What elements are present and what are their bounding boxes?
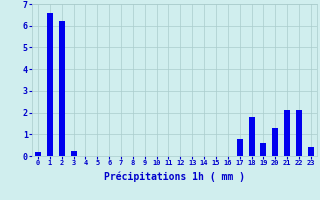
Bar [260, 143, 266, 156]
Bar [284, 110, 290, 156]
Bar [47, 13, 53, 156]
Bar [237, 139, 243, 156]
Bar [308, 147, 314, 156]
Bar [296, 110, 302, 156]
X-axis label: Précipitations 1h ( mm ): Précipitations 1h ( mm ) [104, 172, 245, 182]
Bar [249, 117, 254, 156]
Bar [71, 151, 76, 156]
Bar [272, 128, 278, 156]
Bar [35, 152, 41, 156]
Bar [59, 21, 65, 156]
